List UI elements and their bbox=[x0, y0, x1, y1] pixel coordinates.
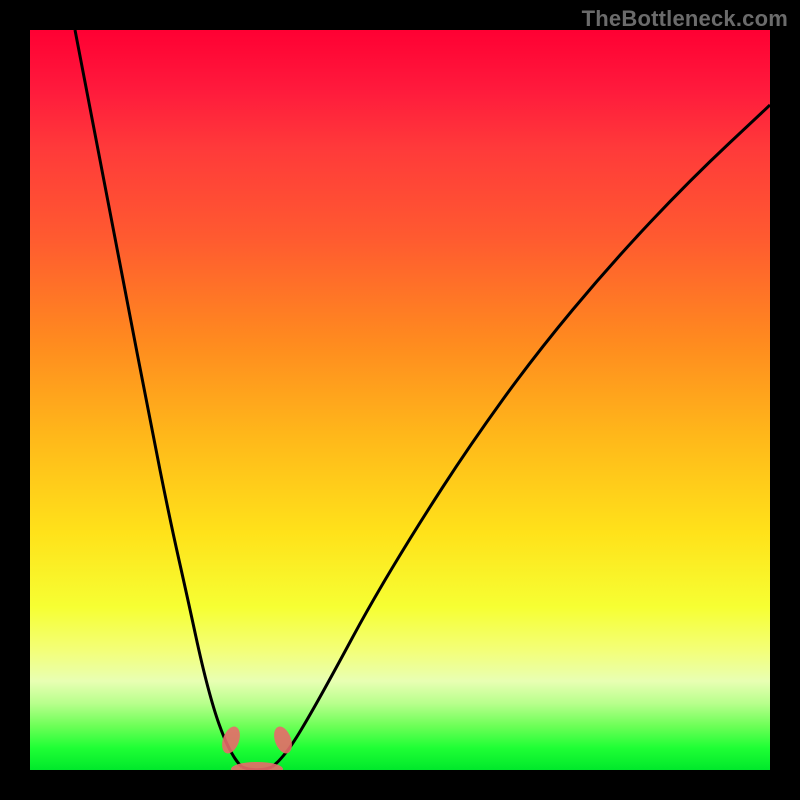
watermark-text: TheBottleneck.com bbox=[582, 6, 788, 32]
chart-frame: TheBottleneck.com bbox=[0, 0, 800, 800]
right-dip-marker bbox=[271, 724, 296, 756]
plot-area bbox=[30, 30, 770, 770]
left-dip-marker bbox=[219, 724, 244, 756]
curve-layer bbox=[30, 30, 770, 770]
bottleneck-curve-left bbox=[75, 30, 242, 767]
bottleneck-curve-right bbox=[272, 105, 770, 767]
trough-markers bbox=[219, 724, 296, 770]
